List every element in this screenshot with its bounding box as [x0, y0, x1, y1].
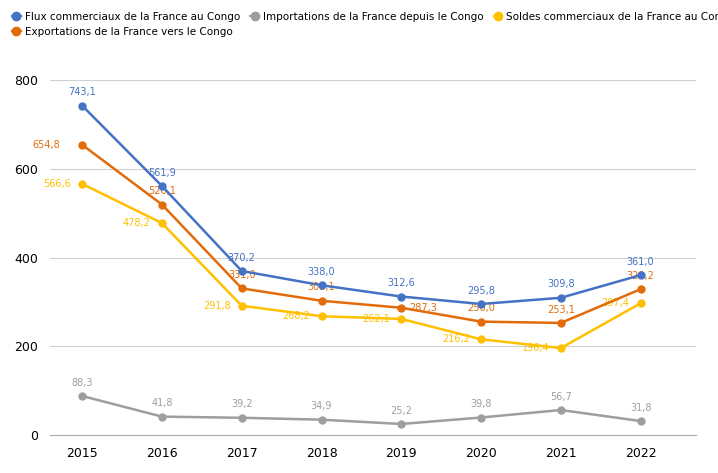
Text: 361,0: 361,0 — [627, 257, 654, 267]
Text: 743,1: 743,1 — [68, 88, 96, 97]
Text: 309,8: 309,8 — [547, 280, 574, 289]
Text: 295,8: 295,8 — [467, 286, 495, 296]
Text: 56,7: 56,7 — [550, 392, 572, 402]
Text: 262,1: 262,1 — [363, 314, 390, 324]
Text: 41,8: 41,8 — [151, 398, 173, 408]
Text: 39,8: 39,8 — [470, 399, 492, 409]
Text: 253,1: 253,1 — [547, 305, 575, 315]
Text: 297,4: 297,4 — [602, 298, 630, 308]
Text: 654,8: 654,8 — [32, 140, 60, 150]
Legend: Flux commerciaux de la France au Congo, Exportations de la France vers le Congo,: Flux commerciaux de la France au Congo, … — [8, 8, 718, 41]
Text: 478,2: 478,2 — [123, 218, 151, 228]
Text: 34,9: 34,9 — [311, 402, 332, 412]
Text: 303,1: 303,1 — [308, 282, 335, 292]
Text: 268,2: 268,2 — [283, 311, 310, 321]
Text: 520,1: 520,1 — [148, 186, 176, 196]
Text: 561,9: 561,9 — [148, 167, 176, 178]
Text: 291,8: 291,8 — [203, 301, 230, 311]
Text: 31,8: 31,8 — [630, 403, 651, 413]
Text: 370,2: 370,2 — [228, 253, 256, 263]
Text: 88,3: 88,3 — [71, 377, 93, 388]
Text: 338,0: 338,0 — [308, 267, 335, 277]
Text: 196,4: 196,4 — [522, 343, 550, 353]
Text: 39,2: 39,2 — [231, 399, 253, 410]
Text: 287,3: 287,3 — [409, 303, 437, 313]
Text: 25,2: 25,2 — [391, 406, 412, 416]
Text: 329,2: 329,2 — [627, 271, 655, 281]
Text: 312,6: 312,6 — [388, 278, 415, 288]
Text: 256,0: 256,0 — [467, 303, 495, 313]
Text: 216,2: 216,2 — [442, 334, 470, 344]
Text: 331,0: 331,0 — [228, 270, 256, 280]
Text: 566,6: 566,6 — [43, 179, 71, 189]
